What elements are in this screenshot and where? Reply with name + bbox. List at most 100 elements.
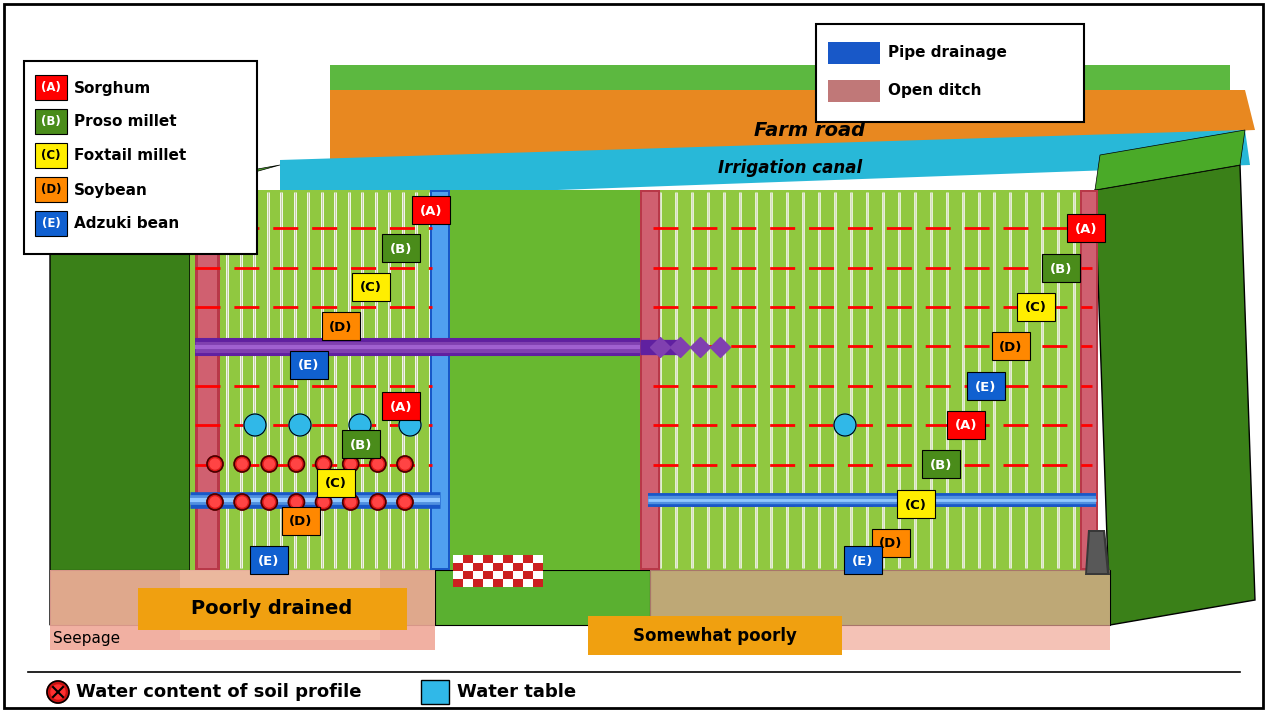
Text: Seepage: Seepage — [53, 631, 120, 646]
FancyBboxPatch shape — [342, 430, 380, 458]
FancyBboxPatch shape — [290, 351, 328, 379]
Bar — [533, 563, 544, 571]
Bar — [493, 555, 503, 563]
Polygon shape — [190, 190, 435, 570]
Text: Poorly drained: Poorly drained — [191, 600, 352, 619]
Text: Water content of soil profile: Water content of soil profile — [76, 683, 361, 701]
FancyBboxPatch shape — [381, 392, 419, 420]
FancyBboxPatch shape — [897, 490, 935, 518]
Circle shape — [237, 459, 247, 469]
Text: Foxtail millet: Foxtail millet — [73, 149, 186, 164]
Bar — [483, 571, 493, 579]
Text: (D): (D) — [329, 320, 352, 333]
Polygon shape — [280, 130, 1251, 200]
Text: Water table: Water table — [457, 683, 576, 701]
Text: (E): (E) — [976, 380, 997, 394]
Circle shape — [289, 414, 310, 436]
Bar — [454, 563, 462, 571]
Text: (C): (C) — [42, 150, 61, 162]
FancyBboxPatch shape — [412, 196, 450, 224]
Polygon shape — [1082, 192, 1096, 568]
Circle shape — [47, 681, 68, 703]
Circle shape — [291, 459, 302, 469]
Bar — [513, 563, 523, 571]
Circle shape — [348, 414, 371, 436]
Circle shape — [342, 456, 359, 472]
Circle shape — [346, 497, 356, 507]
Text: (E): (E) — [298, 360, 319, 372]
Circle shape — [207, 494, 223, 510]
Bar — [533, 579, 544, 587]
Polygon shape — [650, 190, 1095, 570]
FancyBboxPatch shape — [588, 616, 843, 655]
FancyBboxPatch shape — [844, 546, 882, 574]
Text: (C): (C) — [326, 478, 347, 491]
Text: (A): (A) — [955, 419, 977, 432]
Polygon shape — [1095, 130, 1245, 190]
Text: Proso millet: Proso millet — [73, 115, 176, 130]
FancyBboxPatch shape — [381, 234, 419, 262]
Bar — [454, 555, 462, 563]
Text: Irrigation canal: Irrigation canal — [718, 159, 862, 177]
Bar — [483, 555, 493, 563]
FancyBboxPatch shape — [35, 143, 67, 168]
Bar — [483, 579, 493, 587]
FancyBboxPatch shape — [1067, 214, 1105, 242]
Circle shape — [291, 497, 302, 507]
Bar — [493, 563, 503, 571]
Circle shape — [51, 685, 65, 699]
Bar — [473, 571, 483, 579]
Polygon shape — [1085, 530, 1110, 575]
FancyBboxPatch shape — [992, 332, 1030, 360]
Text: (E): (E) — [42, 217, 61, 231]
Text: Pipe drainage: Pipe drainage — [888, 46, 1007, 61]
Polygon shape — [432, 192, 449, 568]
Text: Farm road: Farm road — [754, 120, 865, 140]
Bar — [829, 42, 881, 64]
Bar — [503, 579, 513, 587]
Circle shape — [315, 456, 332, 472]
Circle shape — [370, 494, 386, 510]
Bar — [473, 555, 483, 563]
Circle shape — [210, 459, 220, 469]
Bar — [454, 579, 462, 587]
Polygon shape — [198, 192, 217, 568]
Bar — [473, 579, 483, 587]
FancyBboxPatch shape — [922, 450, 960, 478]
Polygon shape — [1087, 532, 1107, 573]
Text: (A): (A) — [419, 204, 442, 217]
Circle shape — [207, 456, 223, 472]
FancyBboxPatch shape — [35, 75, 67, 100]
Circle shape — [400, 497, 411, 507]
Circle shape — [318, 497, 328, 507]
Text: (D): (D) — [879, 538, 902, 550]
Text: (A): (A) — [41, 81, 61, 95]
FancyBboxPatch shape — [35, 211, 67, 236]
Circle shape — [265, 459, 274, 469]
Circle shape — [234, 456, 250, 472]
Circle shape — [372, 459, 383, 469]
Bar — [462, 555, 473, 563]
Circle shape — [372, 497, 383, 507]
Circle shape — [397, 494, 413, 510]
FancyBboxPatch shape — [967, 372, 1005, 400]
FancyBboxPatch shape — [946, 411, 984, 439]
Bar — [513, 579, 523, 587]
Bar — [462, 579, 473, 587]
Polygon shape — [1079, 190, 1098, 570]
Text: (A): (A) — [390, 400, 412, 414]
Circle shape — [400, 459, 411, 469]
Polygon shape — [435, 570, 650, 625]
Text: Adzuki bean: Adzuki bean — [73, 216, 179, 231]
Circle shape — [370, 456, 386, 472]
Bar — [473, 563, 483, 571]
FancyBboxPatch shape — [35, 109, 67, 134]
Text: (E): (E) — [853, 555, 874, 567]
Polygon shape — [435, 190, 650, 570]
Bar — [523, 579, 533, 587]
Circle shape — [261, 494, 277, 510]
Circle shape — [289, 494, 304, 510]
Text: (B): (B) — [350, 439, 372, 451]
Bar — [829, 80, 881, 102]
Circle shape — [346, 459, 356, 469]
